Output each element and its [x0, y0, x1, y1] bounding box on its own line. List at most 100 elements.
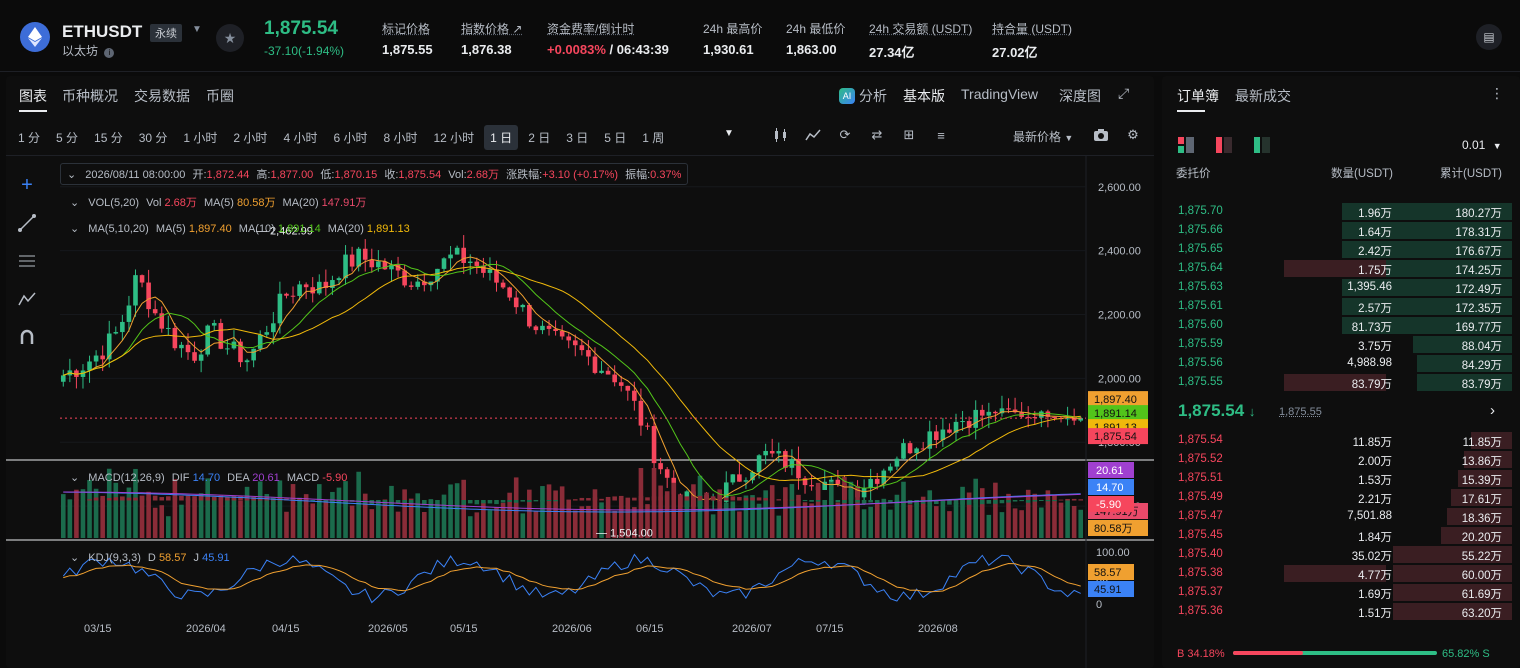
- ask-row[interactable]: 1,875.59 3.75万 88.04万: [1172, 335, 1512, 354]
- ask-row[interactable]: 1,875.63 1,395.46 172.49万: [1172, 278, 1512, 297]
- ask-row[interactable]: 1,875.70 1.96万 180.27万: [1172, 202, 1512, 221]
- trendline-icon[interactable]: [18, 214, 36, 232]
- candle-body: [966, 421, 972, 428]
- bid-row[interactable]: 1,875.52 2.00万 13.86万: [1172, 450, 1512, 469]
- settings-list-icon[interactable]: ≡: [937, 127, 945, 143]
- symbol-name[interactable]: ETHUSDT: [62, 22, 143, 41]
- indicators-icon[interactable]: [804, 126, 822, 144]
- candle-body: [251, 348, 256, 361]
- depth-bar: [1457, 470, 1512, 487]
- tab-circle[interactable]: 币圈: [206, 88, 234, 104]
- volume-bar: [802, 502, 808, 538]
- interval-option[interactable]: 1 分: [18, 131, 41, 145]
- interval-option[interactable]: 2 日: [528, 131, 551, 145]
- volume-bar: [1039, 507, 1044, 538]
- crosshair-icon[interactable]: +: [21, 173, 33, 196]
- ask-row[interactable]: 1,875.61 2.57万 172.35万: [1172, 297, 1512, 316]
- candle-type-icon[interactable]: [772, 126, 790, 144]
- bid-row[interactable]: 1,875.49 2.21万 17.61万: [1172, 488, 1512, 507]
- candle-body: [159, 313, 165, 329]
- kline-chart[interactable]: 2,600.002,400.002,200.002,000.001,800.00…: [6, 156, 1154, 668]
- bid-row[interactable]: 1,875.54 11.85万 11.85万: [1172, 431, 1512, 450]
- view-depth[interactable]: 深度图: [1059, 88, 1101, 104]
- more-options-icon[interactable]: ⋮: [1490, 85, 1504, 101]
- interval-option[interactable]: 5 分: [56, 131, 79, 145]
- candle-body: [783, 451, 788, 468]
- tab-coin-overview[interactable]: 币种概况: [62, 88, 118, 104]
- tab-chart[interactable]: 图表: [19, 88, 47, 104]
- interval-option[interactable]: 5 日: [604, 131, 627, 145]
- interval-option[interactable]: 4 小时: [283, 131, 318, 145]
- kdj-collapse-icon[interactable]: ⌄: [70, 552, 80, 564]
- vol-collapse-icon[interactable]: ⌄: [70, 197, 80, 209]
- candle-body: [769, 450, 775, 454]
- stat-value: +0.0083% / 06:43:39: [547, 42, 669, 57]
- legend-collapse-icon[interactable]: ⌄: [67, 169, 77, 181]
- info-icon[interactable]: i: [104, 48, 115, 58]
- stat-index-price[interactable]: 指数价格 ↗ 1,876.38: [461, 20, 522, 57]
- fullscreen-icon[interactable]: ⤢: [1118, 85, 1130, 101]
- macd-bar: [658, 496, 663, 501]
- tab-orderbook[interactable]: 订单簿: [1177, 88, 1219, 104]
- layout-bids-icon[interactable]: [1216, 137, 1232, 156]
- interval-option[interactable]: 2 小时: [233, 131, 268, 145]
- volume-bar: [894, 494, 900, 538]
- tab-trading-data[interactable]: 交易数据: [134, 88, 190, 104]
- ask-row[interactable]: 1,875.65 2.42万 176.67万: [1172, 240, 1512, 259]
- candle-body: [257, 334, 263, 349]
- refresh-icon[interactable]: ⟳: [839, 127, 851, 142]
- interval-option[interactable]: 12 小时: [433, 131, 475, 145]
- macd-collapse-icon[interactable]: ⌄: [70, 472, 80, 484]
- bid-row[interactable]: 1,875.45 1.84万 20.20万: [1172, 526, 1512, 545]
- layout-icon[interactable]: ⊞: [903, 127, 915, 142]
- ask-row[interactable]: 1,875.55 83.79万 83.79万: [1172, 373, 1512, 392]
- stat-24h-high: 24h 最高价 1,930.61: [703, 20, 762, 57]
- ma-collapse-icon[interactable]: ⌄: [70, 223, 80, 235]
- ma10-value: 1,891.14: [277, 223, 321, 235]
- view-tradingview[interactable]: TradingView: [961, 86, 1039, 102]
- ma5-value: 1,897.40: [188, 223, 232, 235]
- bid-row[interactable]: 1,875.38 4.77万 60.00万: [1172, 564, 1512, 583]
- interval-option[interactable]: 1 日: [484, 125, 519, 150]
- chevron-right-icon[interactable]: ›: [1490, 402, 1495, 419]
- screenshot-camera-icon[interactable]: [1092, 126, 1110, 144]
- tab-recent-trades[interactable]: 最新成交: [1235, 88, 1291, 104]
- volume-bar: [120, 496, 125, 538]
- layout-asks-icon[interactable]: [1254, 137, 1270, 156]
- interval-option[interactable]: 15 分: [94, 131, 123, 145]
- fib-lines-icon[interactable]: [18, 252, 36, 270]
- chart-settings-gear-icon[interactable]: ⚙: [1127, 127, 1139, 142]
- magnet-icon[interactable]: [18, 328, 36, 346]
- ohlc-amp-label: 振幅:: [625, 169, 651, 181]
- volume-bar: [487, 510, 493, 538]
- ask-row[interactable]: 1,875.66 1.64万 178.31万: [1172, 221, 1512, 240]
- ask-row[interactable]: 1,875.56 4,988.98 84.29万: [1172, 354, 1512, 373]
- view-basic[interactable]: 基本版: [903, 88, 945, 104]
- interval-dropdown-icon[interactable]: ▼: [724, 128, 734, 139]
- interval-option[interactable]: 6 小时: [333, 131, 368, 145]
- bid-row[interactable]: 1,875.37 1.69万 61.69万: [1172, 583, 1512, 602]
- analysis-button[interactable]: AI 分析: [839, 86, 887, 106]
- bid-row[interactable]: 1,875.47 7,501.88 18.36万: [1172, 507, 1512, 526]
- interval-option[interactable]: 30 分: [138, 131, 168, 145]
- volume-bar: [651, 468, 657, 538]
- symbol-dropdown-icon[interactable]: ▼: [192, 24, 202, 35]
- pattern-icon[interactable]: [18, 290, 36, 308]
- favorite-star-icon[interactable]: ★: [216, 24, 244, 52]
- guide-book-icon[interactable]: ▤: [1476, 24, 1502, 50]
- macd-bar: [461, 500, 466, 505]
- precision-select[interactable]: 0.01 ▼: [1462, 138, 1502, 152]
- kdj-tick-label: 100.00: [1096, 547, 1130, 559]
- interval-option[interactable]: 1 周: [642, 131, 665, 145]
- interval-option[interactable]: 8 小时: [383, 131, 418, 145]
- bid-row[interactable]: 1,875.51 1.53万 15.39万: [1172, 469, 1512, 488]
- bid-row[interactable]: 1,875.36 1.51万 63.20万: [1172, 602, 1512, 621]
- bid-row[interactable]: 1,875.40 35.02万 55.22万: [1172, 545, 1512, 564]
- price-type-select[interactable]: 最新价格 ▼: [1013, 128, 1073, 145]
- layout-both-icon[interactable]: [1178, 137, 1194, 156]
- interval-option[interactable]: 3 日: [566, 131, 589, 145]
- ask-row[interactable]: 1,875.64 1.75万 174.25万: [1172, 259, 1512, 278]
- interval-option[interactable]: 1 小时: [183, 131, 218, 145]
- compare-icon[interactable]: ⇄: [871, 127, 883, 142]
- ask-row[interactable]: 1,875.60 81.73万 169.77万: [1172, 316, 1512, 335]
